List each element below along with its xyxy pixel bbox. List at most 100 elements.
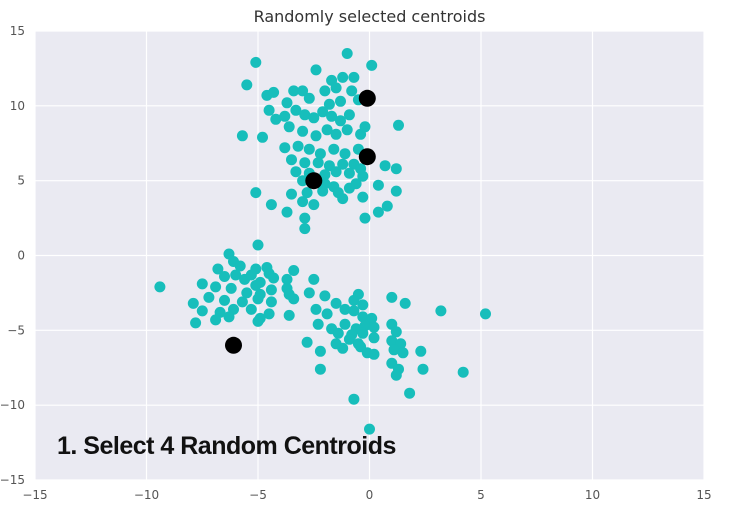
data-point — [372, 179, 384, 191]
data-point — [348, 294, 360, 306]
data-point — [301, 187, 313, 199]
data-point — [290, 166, 302, 178]
data-point — [219, 271, 230, 282]
x-tick-label: 5 — [477, 488, 485, 502]
data-point — [339, 148, 351, 160]
data-point — [308, 273, 320, 285]
data-point — [404, 387, 416, 399]
data-point — [341, 48, 353, 59]
y-tick-label: 15 — [10, 24, 25, 38]
data-point — [223, 311, 235, 323]
data-point — [330, 128, 342, 140]
data-point — [399, 297, 411, 309]
data-point — [203, 291, 215, 303]
data-point — [290, 104, 302, 116]
x-tick-label: 0 — [366, 488, 374, 502]
data-point — [415, 345, 427, 357]
data-point — [346, 85, 358, 97]
data-point — [196, 305, 208, 317]
data-point — [245, 269, 257, 281]
data-point — [230, 269, 242, 281]
data-point — [332, 327, 344, 339]
data-point — [312, 318, 324, 330]
data-point — [348, 393, 360, 405]
data-point — [348, 305, 360, 317]
data-point — [337, 193, 349, 205]
data-point — [343, 333, 355, 345]
centroid-point — [358, 89, 376, 107]
data-point — [314, 363, 326, 375]
data-point — [379, 160, 391, 172]
data-point — [250, 187, 262, 199]
data-point — [317, 106, 329, 118]
data-point — [390, 326, 402, 338]
data-point — [330, 166, 342, 178]
data-point — [335, 95, 346, 107]
data-point — [388, 344, 400, 356]
centroid-point — [305, 172, 323, 190]
x-tick-label: −15 — [22, 488, 47, 502]
data-point — [219, 294, 230, 306]
y-tick-label: 10 — [10, 99, 25, 113]
data-point — [314, 345, 326, 357]
data-point — [297, 175, 309, 187]
data-point — [328, 143, 340, 155]
data-point — [359, 121, 371, 133]
data-point — [252, 239, 264, 251]
data-point — [357, 299, 369, 311]
step-caption: 1. Select 4 Random Centroids — [57, 432, 396, 460]
data-point — [330, 297, 342, 309]
data-point — [288, 265, 300, 276]
data-point — [368, 332, 380, 344]
data-point — [245, 303, 257, 315]
data-point — [339, 318, 351, 330]
data-point — [435, 305, 447, 317]
data-point — [281, 273, 293, 285]
data-point — [288, 85, 300, 97]
data-point — [279, 110, 291, 122]
data-point — [297, 196, 309, 208]
data-point — [339, 303, 351, 315]
data-point — [257, 131, 268, 143]
data-point — [303, 143, 315, 155]
x-axis-tick-labels: −15 −10 −5 0 5 10 15 — [22, 488, 711, 502]
data-point — [187, 297, 199, 309]
data-point — [297, 125, 309, 137]
y-tick-label: −10 — [0, 398, 25, 412]
data-point — [308, 112, 320, 124]
data-point — [250, 56, 262, 68]
x-tick-label: 10 — [585, 488, 600, 502]
data-point — [303, 92, 315, 104]
data-point — [268, 86, 280, 98]
data-point — [341, 124, 353, 136]
data-point — [279, 142, 291, 154]
y-tick-label: 0 — [17, 249, 25, 263]
data-point — [299, 157, 311, 169]
data-point — [308, 199, 320, 211]
data-point — [236, 130, 248, 142]
data-point — [310, 303, 322, 315]
data-point — [357, 311, 369, 323]
data-point — [326, 110, 338, 122]
data-point — [283, 121, 295, 133]
y-axis-tick-labels: −15 −10 −5 0 5 10 15 — [0, 24, 25, 487]
data-point — [366, 59, 378, 71]
data-point — [364, 423, 375, 435]
data-point — [288, 293, 300, 305]
data-point — [252, 315, 264, 327]
data-point — [252, 293, 264, 305]
data-point — [190, 317, 202, 329]
data-point — [241, 79, 253, 91]
data-point — [390, 185, 402, 197]
data-point — [301, 336, 313, 348]
data-point — [390, 369, 402, 381]
chart-title: Randomly selected centroids — [254, 7, 486, 26]
y-tick-label: −15 — [0, 473, 25, 487]
data-point — [286, 154, 297, 166]
data-points — [154, 48, 491, 435]
data-point — [283, 309, 295, 321]
x-tick-label: −10 — [134, 488, 159, 502]
data-point — [196, 278, 208, 290]
data-point — [281, 97, 293, 109]
